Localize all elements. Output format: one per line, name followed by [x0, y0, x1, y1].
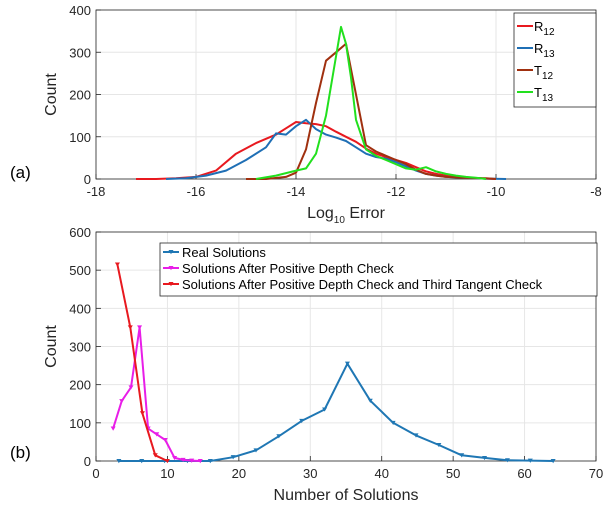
panel-b-series-point-1 [459, 453, 465, 458]
panel-a-x-axis-label-subscript: 10 [334, 215, 346, 226]
panel-a-legend-label-3: T12 [534, 63, 554, 82]
panel-a-y-axis-label: Count [43, 73, 60, 116]
panel-b-series-point-1 [230, 455, 236, 460]
panel-b-series-point-1 [550, 459, 556, 464]
panel-a-x-tick-label: -18 [87, 184, 106, 199]
panel-b-series-point-2 [162, 438, 168, 443]
panel-b-x-tick-label: 40 [374, 466, 388, 481]
panel-a-panel-label: (a) [10, 163, 31, 182]
panel-b-y-tick-label: 100 [69, 416, 91, 431]
panel-b-series-line-2 [112, 326, 201, 462]
panel-b-series-point-3 [114, 262, 120, 267]
panel-b-series-point-2 [119, 399, 125, 404]
panel-b-y-axis-label: Count [43, 325, 60, 368]
panel-b-y-tick-label: 400 [69, 301, 91, 316]
panel-b-legend-marker-1 [168, 250, 174, 255]
panel-b-legend-label-3: Solutions After Positive Depth Check and… [182, 277, 543, 292]
panel-b-legend-label-1: Real Solutions [182, 245, 266, 260]
panel-b-y-tick-label: 300 [69, 340, 91, 355]
panel-b-panel-label: (b) [10, 443, 31, 462]
panel-b-series-point-1 [367, 398, 373, 403]
panel-a-x-tick-label: -8 [590, 184, 602, 199]
panel-a-y-tick-label: 100 [69, 130, 91, 145]
panel-b-series-point-3 [127, 325, 133, 330]
panel-a-legend-label-main: R [534, 19, 543, 34]
panel-a-x-axis-label-rest: Error [345, 205, 386, 222]
panel-a-legend-label-main: T [534, 85, 542, 100]
panel-b-series-point-1 [413, 433, 419, 438]
panel-b-series-point-1 [207, 459, 213, 464]
panel-a-x-tick-label: -12 [387, 184, 406, 199]
panel-b-chart: 0 10 20 30 40 50 60 70 0 100 200 300 400 500 600 Count N… [10, 225, 603, 504]
panel-a-x-tick-label: -16 [187, 184, 206, 199]
panel-a-legend-label-main: R [534, 41, 543, 56]
panel-b-series-point-3 [152, 453, 158, 458]
panel-a-legend-label-4: T13 [534, 85, 554, 104]
panel-b-series-point-2 [110, 426, 116, 431]
panel-b-legend-box [159, 242, 598, 297]
panel-b-y-tick-label: 600 [69, 225, 91, 240]
panel-b-series-point-1 [299, 418, 305, 424]
panel-a-y-tick-label: 400 [69, 3, 91, 18]
panel-b-series-point-1 [482, 455, 488, 461]
panel-b-series-point-1 [504, 458, 510, 463]
panel-b-series-point-2 [137, 325, 143, 330]
panel-b-series-point-1 [344, 361, 350, 366]
panel-b-legend-label-2: Solutions After Positive Depth Check [182, 261, 394, 276]
panel-b-series-point-1 [139, 459, 145, 464]
panel-b-legend-marker-3 [168, 282, 174, 287]
panel-b-x-tick-label: 0 [92, 466, 99, 481]
panel-b-series-point-1 [527, 458, 533, 463]
panel-a-legend-label-main: T [534, 63, 542, 78]
panel-b-series-point-2 [189, 458, 195, 463]
panel-a-legend-label-subscript: 12 [543, 27, 555, 38]
panel-a-legend-label-1: R12 [534, 19, 555, 38]
panel-b-y-tick-label: 500 [69, 263, 91, 278]
panel-b-series-point-2 [172, 455, 178, 461]
panel-b-x-axis-label: Number of Solutions [274, 487, 419, 504]
panel-b-series-point-3 [139, 411, 145, 416]
panel-b-series-point-2 [154, 432, 160, 437]
panel-b-x-tick-label: 20 [232, 466, 246, 481]
panel-b-series-point-1 [390, 420, 396, 426]
panel-b-series-point-1 [436, 442, 442, 448]
panel-b-y-tick-label: 0 [84, 454, 91, 469]
panel-b-x-tick-label: 50 [446, 466, 460, 481]
panel-a-x-tick-label: -10 [487, 184, 506, 199]
panel-b-x-tick-label: 60 [517, 466, 531, 481]
panel-a-chart: -18 -16 -14 -12 -10 -8 0 100 200 300 400 Count Log10… [10, 3, 602, 226]
panel-b-x-tick-label: 10 [160, 466, 174, 481]
panel-a-legend-label-subscript: 12 [542, 71, 554, 82]
panel-a-y-tick-label: 200 [69, 88, 91, 103]
panel-a-series-line-1 [136, 121, 497, 180]
panel-b-series-point-1 [116, 459, 122, 464]
panel-a-series-line-3 [246, 42, 497, 180]
panel-a-x-axis-label: Log10 Error [307, 205, 386, 226]
panel-b-series-point-1 [253, 448, 259, 453]
panel-b-series-point-2 [180, 457, 186, 463]
panel-a-x-tick-label: -14 [287, 184, 306, 199]
panel-a-x-axis-label-main: Log [307, 205, 334, 222]
panel-b-series-point-1 [322, 407, 328, 412]
panel-a-legend-label-2: R13 [534, 41, 555, 60]
panel-a-legend-label-subscript: 13 [543, 49, 555, 60]
panel-a-y-tick-label: 300 [69, 45, 91, 60]
panel-b-y-tick-label: 200 [69, 378, 91, 393]
panel-b-series-point-2 [197, 459, 203, 464]
panel-b-x-tick-label: 30 [303, 466, 317, 481]
panel-b-series-line-1 [118, 362, 554, 462]
panel-b-x-tick-label: 70 [589, 466, 603, 481]
panel-b-series-point-3 [164, 459, 170, 464]
panel-a-y-tick-label: 0 [84, 172, 91, 187]
panel-a-series-line-4 [255, 25, 487, 180]
panel-b-series-point-1 [276, 434, 282, 439]
panel-b-legend-marker-2 [168, 266, 174, 271]
panel-b-series-point-2 [128, 385, 134, 390]
panel-a-legend-label-subscript: 13 [542, 93, 554, 104]
